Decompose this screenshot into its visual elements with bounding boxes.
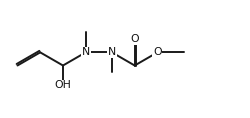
Text: N: N bbox=[108, 47, 116, 57]
Text: O: O bbox=[130, 34, 139, 44]
Text: N: N bbox=[82, 47, 90, 57]
Text: OH: OH bbox=[54, 80, 72, 91]
Text: O: O bbox=[153, 47, 162, 57]
